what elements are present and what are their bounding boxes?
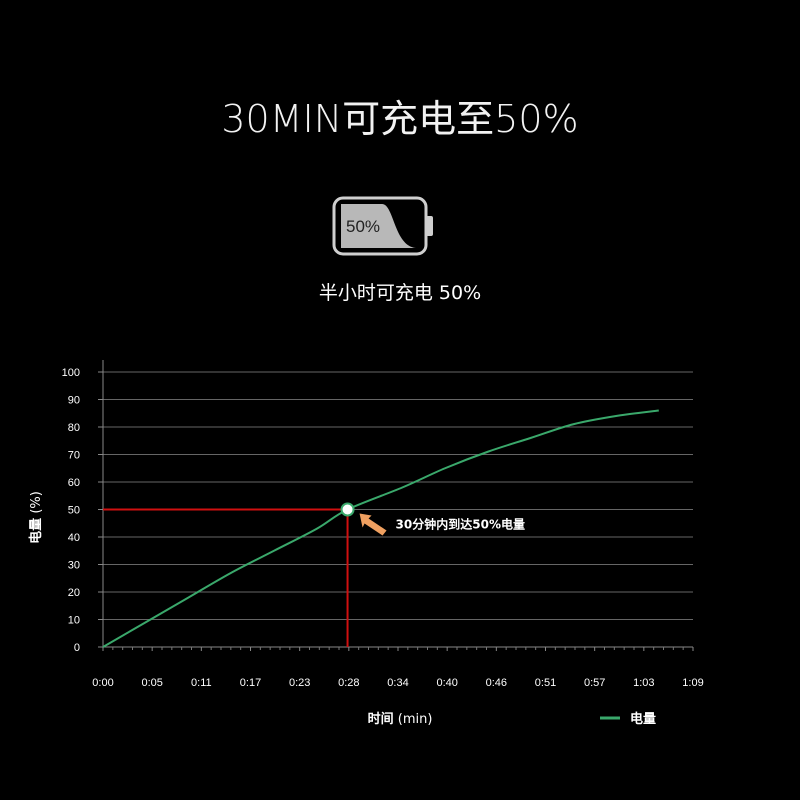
x-tick-label: 0:34: [387, 677, 408, 689]
x-tick-label: 1:09: [682, 677, 703, 689]
y-tick-label: 40: [68, 532, 80, 544]
highlight-point: [340, 502, 355, 517]
x-tick-label: 0:51: [535, 677, 556, 689]
series-layer: [102, 409, 659, 648]
subtitle: 半小时可充电 50%: [318, 282, 482, 304]
series-line-charge: [102, 409, 659, 648]
page-title: 30MIN可充电至50%: [221, 97, 579, 141]
annotation-arrow: [359, 513, 387, 536]
x-tick-label: 0:17: [240, 677, 261, 689]
y-tick-label: 70: [68, 450, 80, 462]
x-tick-label: 1:03: [633, 677, 654, 689]
grid-layer: [103, 371, 693, 620]
legend: 电量: [600, 711, 656, 727]
y-tick-label: 100: [62, 367, 80, 379]
marker-layer: [103, 508, 349, 647]
y-tick-label: 20: [68, 587, 80, 599]
annotation-text: 30分钟内到达50%电量: [396, 517, 525, 532]
y-tick-label: 80: [68, 422, 80, 434]
x-tick-label: 0:11: [191, 677, 212, 689]
y-tick-label: 50: [68, 505, 80, 517]
battery-percent-label: 50%: [346, 217, 380, 236]
legend-label: 电量: [630, 711, 656, 727]
y-tick-label: 60: [68, 477, 80, 489]
annotation-layer: 30分钟内到达50%电量: [340, 502, 525, 536]
y-axis-title-main: 电量: [28, 518, 44, 544]
y-tick-label: 90: [68, 395, 80, 407]
x-axis-title: 时间 (min): [368, 711, 433, 727]
axis-layer: [98, 360, 694, 651]
x-tick-label: 0:46: [486, 677, 507, 689]
y-tick-label: 0: [74, 642, 80, 654]
x-tick-label: 0:28: [338, 677, 359, 689]
y-tick-label: 30: [68, 560, 80, 572]
y-axis-title-unit: (%): [29, 491, 44, 518]
x-tick-label: 0:40: [436, 677, 457, 689]
x-axis-title-main: 时间: [368, 711, 394, 727]
x-tick-label: 0:23: [289, 677, 310, 689]
x-axis-title-unit: (min): [394, 712, 433, 727]
x-tick-label: 0:05: [141, 677, 162, 689]
battery-icon: 50%: [332, 196, 436, 256]
y-axis-title: 电量 (%): [28, 491, 44, 544]
x-tick-label: 0:57: [584, 677, 605, 689]
tick-labels: 0 10 20 30 40 50 60 70 80 90 100 0:00 0:05 0:11 0:17 0:…: [62, 367, 704, 689]
x-tick-label: 0:00: [92, 677, 113, 689]
y-tick-label: 10: [68, 615, 80, 627]
